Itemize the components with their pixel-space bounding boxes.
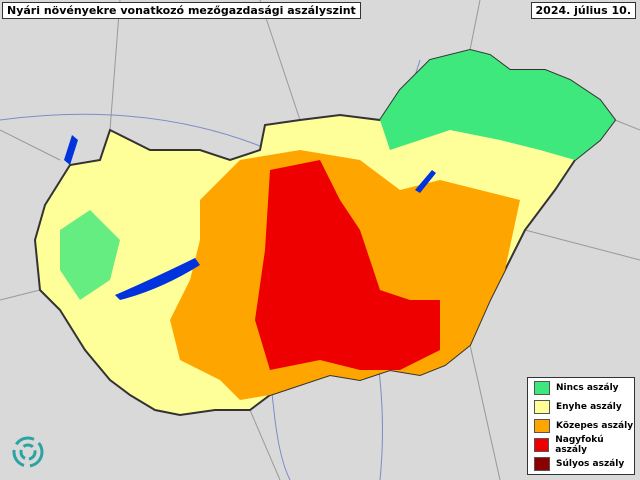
lake-tisza [415, 170, 436, 193]
legend-swatch [534, 380, 550, 395]
legend-swatch [534, 456, 550, 471]
legend-swatch [534, 399, 550, 414]
region-red [255, 160, 440, 370]
lake-balaton [115, 258, 200, 300]
legend-label: Nincs aszály [556, 382, 619, 393]
logo-inner [19, 443, 37, 461]
legend-item: Közepes aszály [528, 416, 634, 435]
legend-item: Nincs aszály [528, 378, 634, 397]
legend-label: Közepes aszály [556, 420, 634, 431]
lake-ferto [64, 135, 78, 165]
legend-swatch [534, 437, 550, 452]
region-green-w [60, 210, 120, 300]
legend: Nincs aszály Enyhe aszály Közepes aszály Na… [527, 377, 635, 475]
legend-swatch [534, 418, 550, 433]
legend-item: Nagyfokú aszály [528, 434, 634, 455]
legend-label: Enyhe aszály [556, 401, 622, 412]
title: Nyári növényekre vonatkozó mezőgazdasági… [2, 2, 361, 19]
legend-label: Nagyfokú aszály [555, 434, 604, 455]
legend-item: Súlyos aszály [528, 454, 634, 473]
legend-item: Enyhe aszály [528, 397, 634, 416]
logo [12, 436, 44, 468]
legend-label: Súlyos aszály [556, 458, 625, 469]
date: 2024. július 10. [530, 2, 636, 19]
region-green-ne [380, 50, 615, 160]
logo-ring [12, 436, 44, 468]
